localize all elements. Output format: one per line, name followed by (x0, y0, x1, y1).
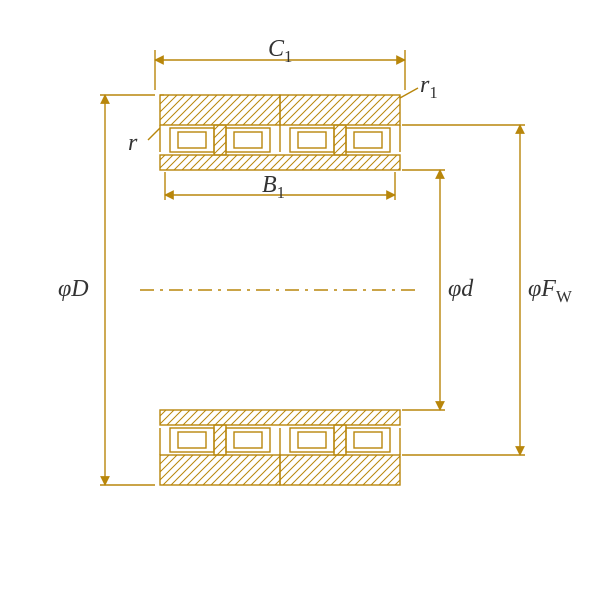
callout-r1 (400, 88, 418, 98)
callout-r (148, 128, 160, 140)
label-phiFw: φFW (528, 276, 572, 307)
inner-ring-bottom (160, 410, 400, 425)
label-r: r (128, 130, 137, 157)
bearing-diagram (0, 0, 600, 600)
inner-ring-top (160, 155, 400, 170)
label-b1: B1 (262, 172, 285, 203)
label-c1: C1 (268, 36, 292, 67)
label-r1: r1 (420, 72, 438, 103)
label-phiD: φD (58, 276, 89, 303)
label-phid: φd (448, 276, 473, 303)
